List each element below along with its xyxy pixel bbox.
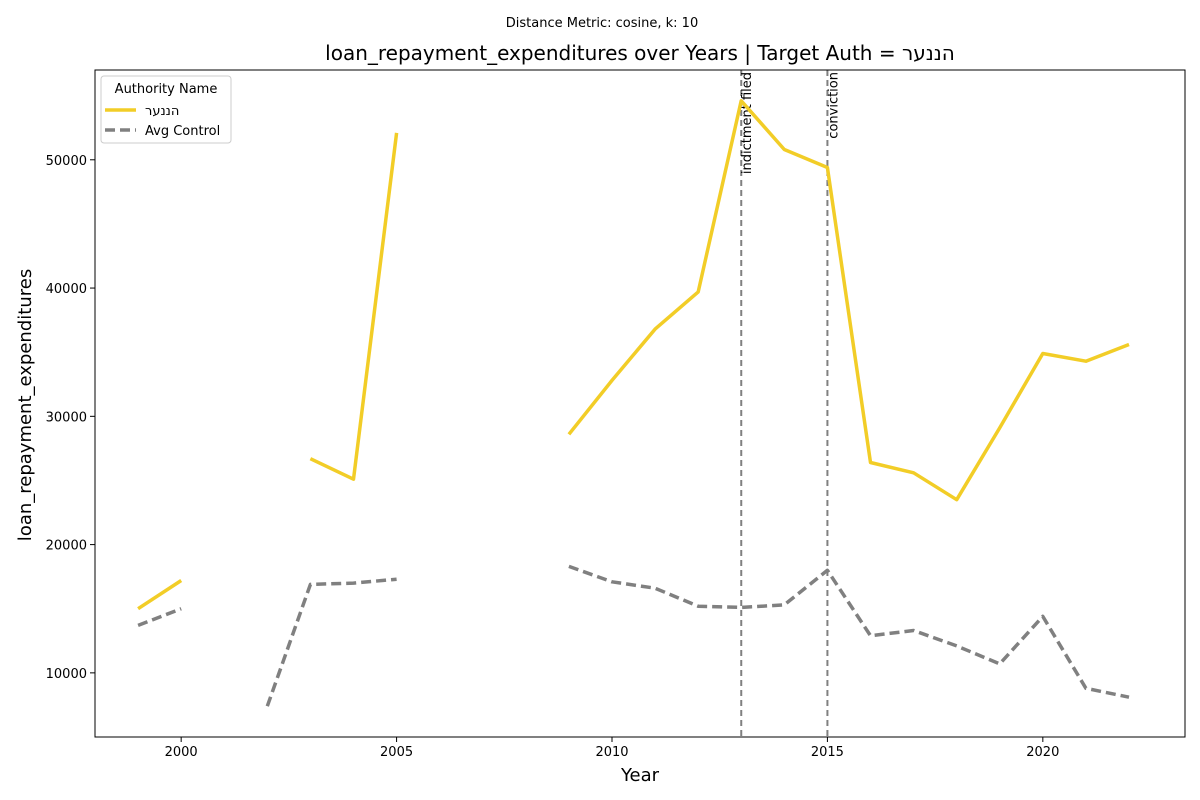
y-tick-label: 40000	[46, 282, 87, 297]
legend-title: Authority Name	[115, 82, 218, 97]
legend-label-control: Avg Control	[145, 124, 220, 139]
x-tick-label: 2005	[380, 745, 413, 760]
y-axis: 10000 20000 30000 40000 50000	[46, 154, 95, 682]
y-tick-label: 10000	[46, 667, 87, 682]
legend-box	[100, 75, 232, 144]
legend-label-target: הננער	[145, 104, 179, 119]
chart-suptitle: Distance Metric: cosine, k: 10	[506, 16, 698, 31]
series-line-control	[265, 577, 397, 707]
event-label: indictment filed	[740, 72, 755, 174]
plot-frame	[94, 69, 1186, 738]
series-line-control	[568, 564, 1130, 699]
x-tick-label: 2000	[165, 745, 198, 760]
series-lines	[137, 99, 1130, 707]
x-axis-label: Year	[620, 765, 660, 786]
x-tick-label: 2010	[595, 745, 628, 760]
series-line-target	[567, 99, 1130, 502]
y-tick-label: 50000	[46, 154, 87, 169]
series-line-target	[309, 132, 399, 481]
event-label: conviction	[826, 72, 841, 139]
x-tick-label: 2020	[1026, 745, 1059, 760]
event-markers: indictment filed conviction	[740, 70, 841, 737]
series-line-target	[137, 579, 183, 611]
legend: Authority Name הננער Avg Control	[100, 75, 232, 144]
chart-title: loan_repayment_expenditures over Years |…	[325, 41, 955, 65]
y-tick-label: 30000	[46, 410, 87, 425]
series-line-control	[137, 607, 182, 628]
y-axis-label: loan_repayment_expenditures	[15, 269, 36, 541]
y-tick-label: 20000	[46, 539, 87, 554]
x-tick-label: 2015	[811, 745, 844, 760]
x-axis: 2000 2005 2010 2015 2020	[165, 737, 1059, 760]
